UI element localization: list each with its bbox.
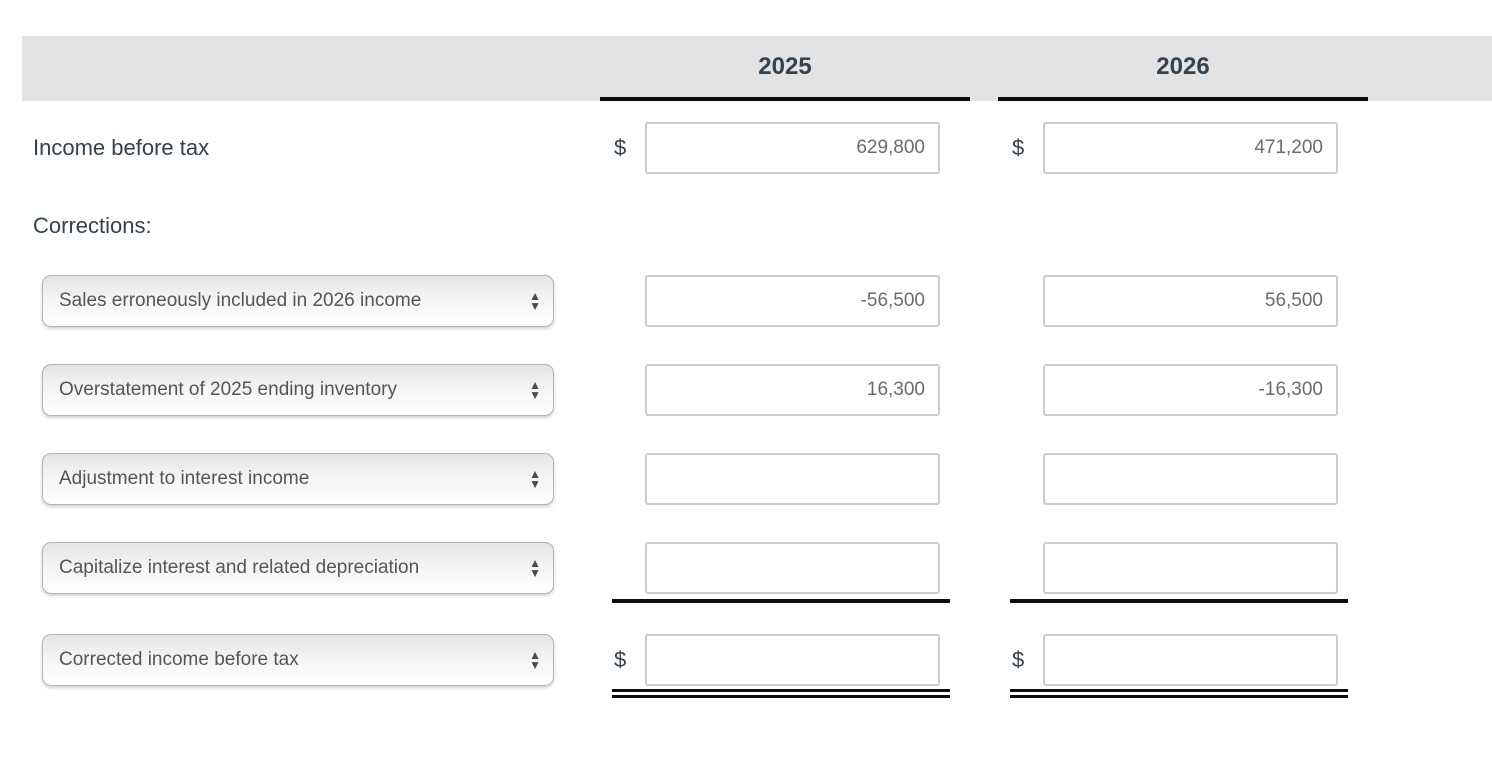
arrow-down-icon: ▼ bbox=[529, 388, 541, 402]
arrow-down-icon: ▼ bbox=[529, 566, 541, 580]
correction-2-2025-input[interactable] bbox=[645, 364, 940, 416]
corrected-income-select[interactable]: Corrected income before tax ▲ ▼ bbox=[42, 634, 554, 686]
income-before-tax-label: Income before tax bbox=[33, 135, 210, 160]
correction-row-capitalize-interest: Capitalize interest and related deprecia… bbox=[22, 542, 1492, 594]
correction-4-2025-input[interactable] bbox=[645, 542, 940, 594]
subtotal-rule-row bbox=[22, 599, 1492, 603]
dollar-sign: $ bbox=[1012, 647, 1025, 672]
total-double-rule-2025 bbox=[612, 689, 950, 698]
table-header-row: 2025 2026 bbox=[22, 36, 1492, 101]
subtotal-rule-2025 bbox=[612, 599, 950, 603]
arrow-up-icon: ▲ bbox=[529, 378, 541, 392]
total-rule-row bbox=[22, 689, 1492, 698]
correction-row-sales: Sales erroneously included in 2026 incom… bbox=[22, 275, 1492, 327]
select-arrows-icon: ▲ ▼ bbox=[529, 648, 541, 672]
column-header-2026: 2026 bbox=[998, 36, 1368, 101]
arrow-up-icon: ▲ bbox=[529, 648, 541, 662]
dollar-sign: $ bbox=[614, 647, 627, 672]
corrections-heading-row: Corrections: bbox=[22, 211, 1492, 241]
income-2026-input[interactable] bbox=[1043, 122, 1338, 174]
corrected-income-select-value: Corrected income before tax bbox=[59, 649, 299, 670]
arrow-down-icon: ▼ bbox=[529, 477, 541, 491]
correction-1-select-value: Sales erroneously included in 2026 incom… bbox=[59, 290, 422, 311]
correction-2-select[interactable]: Overstatement of 2025 ending inventory ▲… bbox=[42, 364, 554, 416]
correction-row-inventory: Overstatement of 2025 ending inventory ▲… bbox=[22, 364, 1492, 416]
correction-row-interest-income: Adjustment to interest income ▲ ▼ bbox=[22, 453, 1492, 505]
select-arrows-icon: ▲ ▼ bbox=[529, 467, 541, 491]
arrow-up-icon: ▲ bbox=[529, 556, 541, 570]
correction-3-2026-input[interactable] bbox=[1043, 453, 1338, 505]
correction-1-2025-input[interactable] bbox=[645, 275, 940, 327]
column-header-2025: 2025 bbox=[600, 36, 970, 101]
select-arrows-icon: ▲ ▼ bbox=[529, 289, 541, 313]
corrected-income-row: Corrected income before tax ▲ ▼ $ $ bbox=[22, 634, 1492, 686]
arrow-up-icon: ▲ bbox=[529, 289, 541, 303]
correction-3-select-value: Adjustment to interest income bbox=[59, 468, 310, 489]
correction-1-2026-input[interactable] bbox=[1043, 275, 1338, 327]
select-arrows-icon: ▲ ▼ bbox=[529, 378, 541, 402]
header-gap bbox=[970, 36, 998, 101]
correction-2-select-value: Overstatement of 2025 ending inventory bbox=[59, 379, 397, 400]
arrow-down-icon: ▼ bbox=[529, 299, 541, 313]
correction-4-select-value: Capitalize interest and related deprecia… bbox=[59, 557, 420, 578]
correction-1-select[interactable]: Sales erroneously included in 2026 incom… bbox=[42, 275, 554, 327]
correction-4-select[interactable]: Capitalize interest and related deprecia… bbox=[42, 542, 554, 594]
dollar-sign: $ bbox=[1012, 135, 1025, 160]
correction-3-select[interactable]: Adjustment to interest income ▲ ▼ bbox=[42, 453, 554, 505]
correction-4-2026-input[interactable] bbox=[1043, 542, 1338, 594]
arrow-down-icon: ▼ bbox=[529, 658, 541, 672]
corrected-income-2026-input[interactable] bbox=[1043, 634, 1338, 686]
correction-2-2026-input[interactable] bbox=[1043, 364, 1338, 416]
income-before-tax-row: Income before tax $ $ bbox=[22, 122, 1492, 174]
income-2026-cell: $ bbox=[998, 122, 1368, 174]
total-double-rule-2026 bbox=[1010, 689, 1348, 698]
income-2025-input[interactable] bbox=[645, 122, 940, 174]
subtotal-rule-2026 bbox=[1010, 599, 1348, 603]
correction-3-2025-input[interactable] bbox=[645, 453, 940, 505]
corrected-income-2025-input[interactable] bbox=[645, 634, 940, 686]
dollar-sign: $ bbox=[614, 135, 627, 160]
select-arrows-icon: ▲ ▼ bbox=[529, 556, 541, 580]
header-spacer bbox=[22, 36, 600, 101]
income-2025-cell: $ bbox=[600, 122, 970, 174]
corrections-heading: Corrections: bbox=[33, 213, 152, 238]
arrow-up-icon: ▲ bbox=[529, 467, 541, 481]
